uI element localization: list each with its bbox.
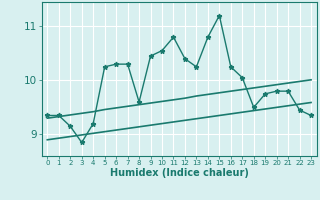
X-axis label: Humidex (Indice chaleur): Humidex (Indice chaleur) — [110, 168, 249, 178]
